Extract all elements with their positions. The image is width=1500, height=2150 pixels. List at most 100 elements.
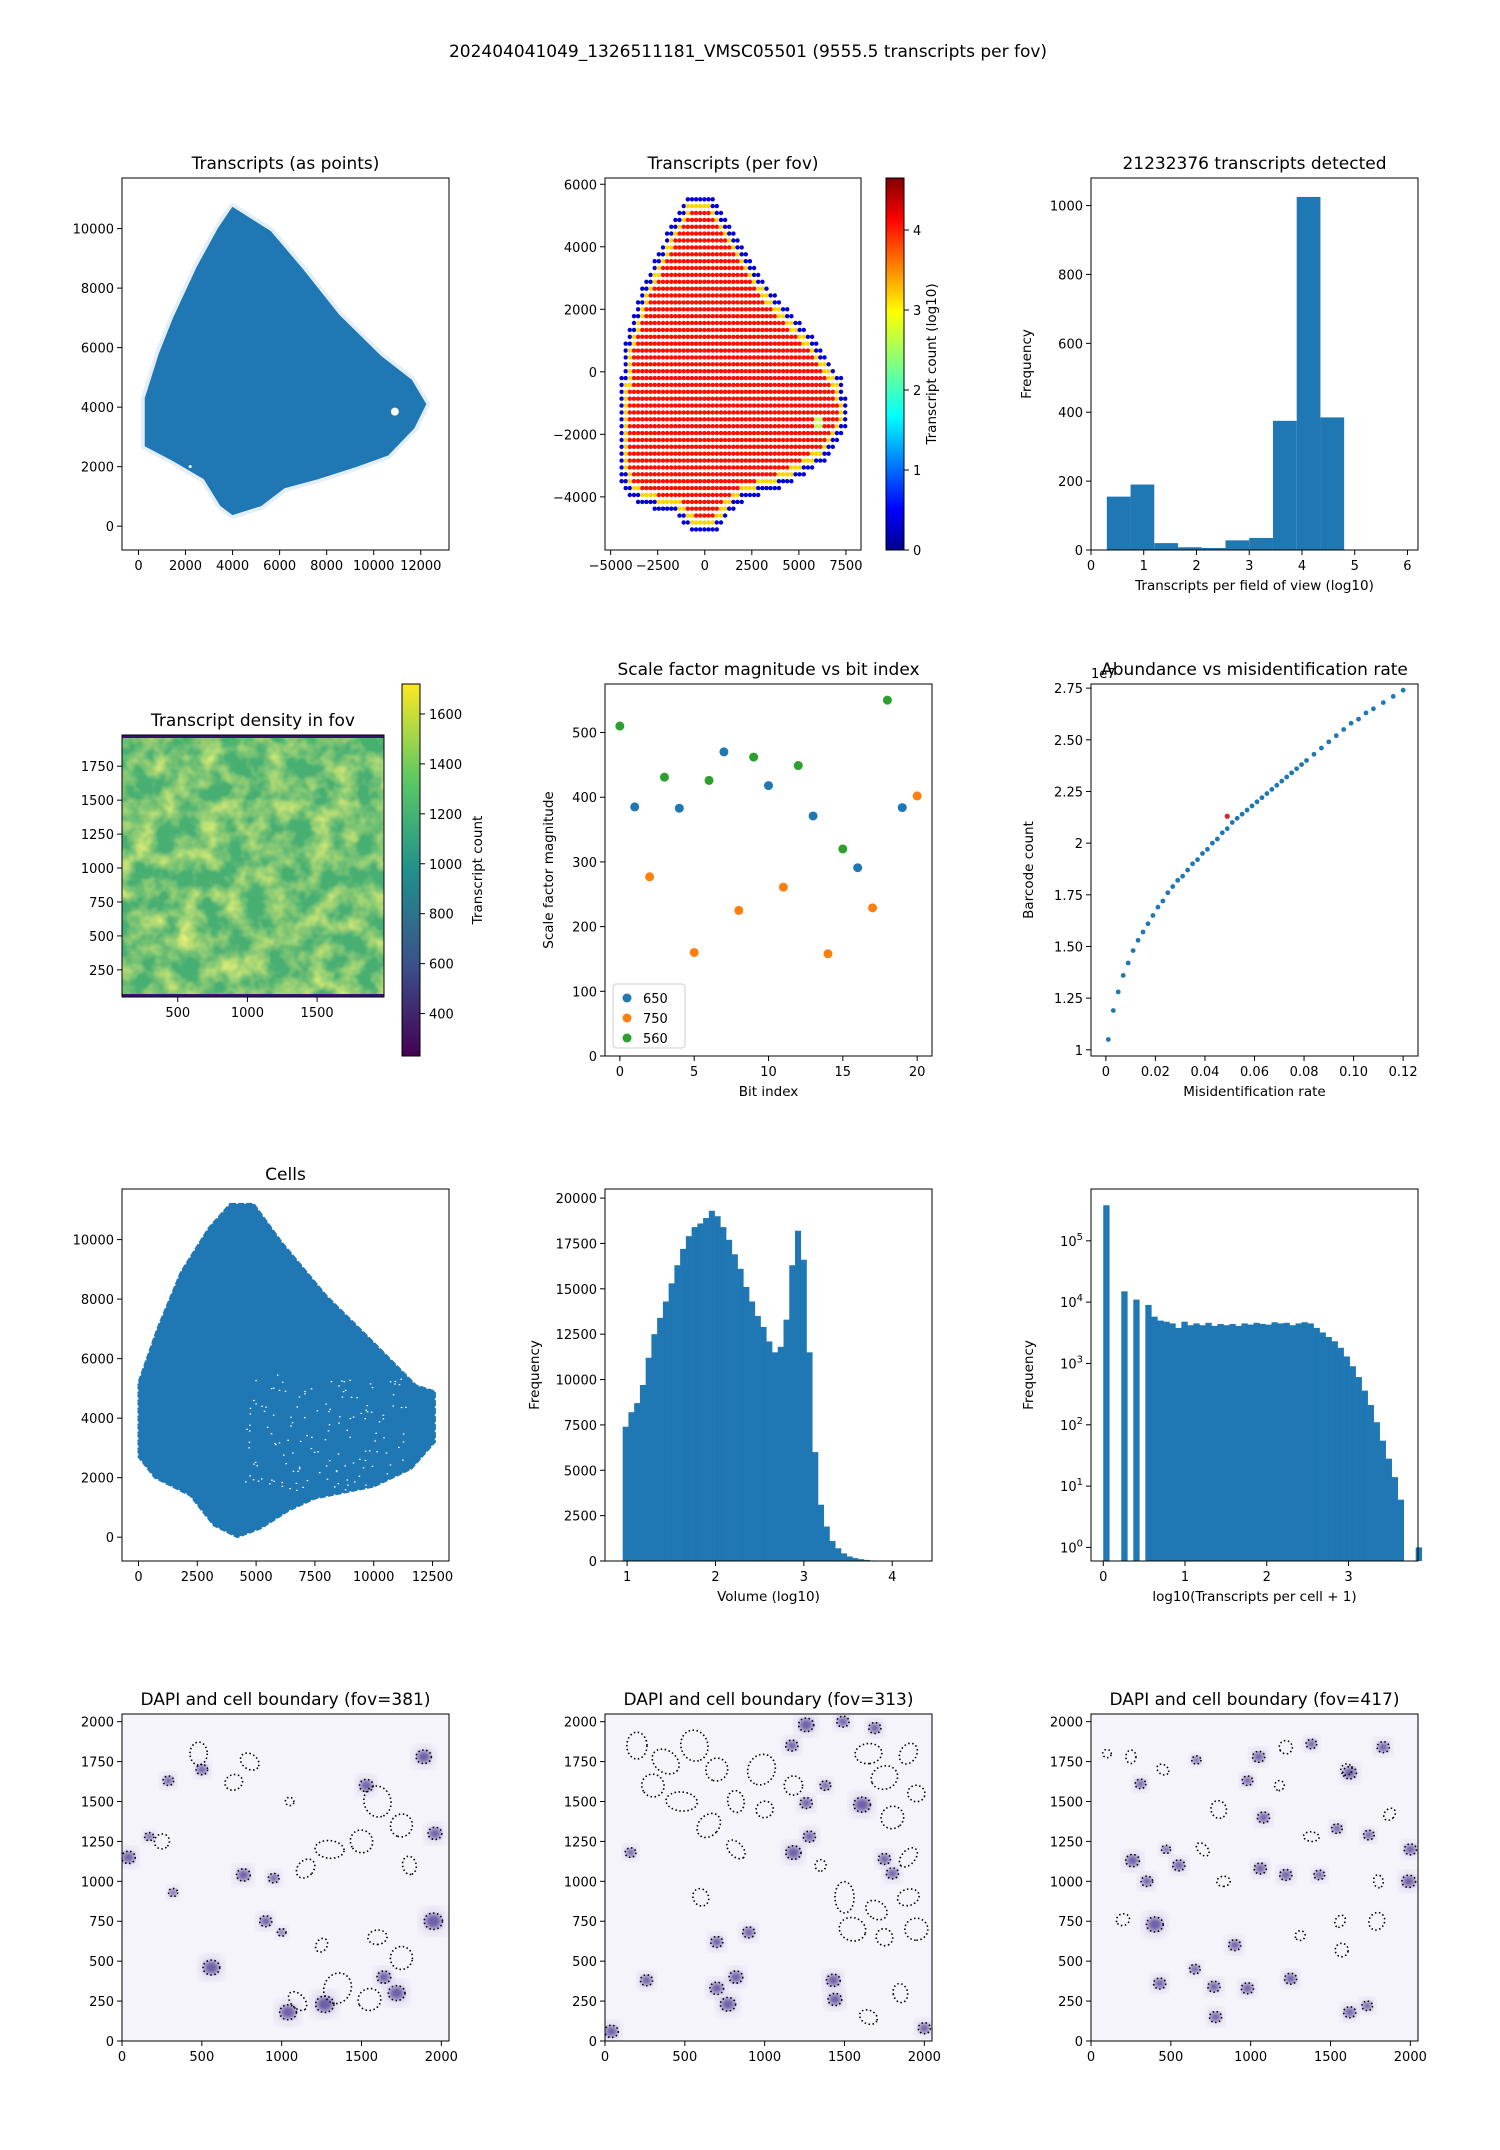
cell-boundary [1340, 1763, 1353, 1776]
fov-point [669, 307, 674, 312]
fov-point [710, 465, 715, 470]
fov-point [706, 369, 711, 374]
fov-point [805, 355, 811, 360]
scatter-point [1279, 778, 1285, 784]
cell-boundary [1253, 1862, 1268, 1875]
fov-point [710, 451, 715, 456]
cell-gap [392, 1405, 395, 1407]
fov-point [652, 403, 657, 408]
fov-point [693, 217, 699, 223]
fov-point [640, 307, 645, 312]
cell-boundary [367, 1929, 388, 1946]
cell-boundary [1210, 1799, 1228, 1820]
fov-point [644, 286, 649, 291]
fov-point [714, 362, 719, 367]
fov-point [669, 348, 674, 353]
fov-point [677, 259, 682, 264]
fov-point [693, 355, 699, 360]
fov-point [772, 424, 777, 429]
fov-point [656, 265, 661, 271]
fov-point [718, 279, 724, 284]
cell-gap [402, 1459, 404, 1461]
fov-point [673, 389, 678, 394]
fov-point [793, 458, 798, 463]
fov-point [814, 375, 819, 381]
fov-point [747, 355, 753, 360]
fov-point [698, 520, 703, 525]
histogram-bar [1373, 1422, 1380, 1561]
histogram-bar [749, 1301, 756, 1561]
fov-point [772, 451, 777, 456]
fov-point [785, 348, 790, 353]
fov-point [698, 369, 703, 374]
fov-point [718, 259, 724, 264]
fov-point [739, 437, 744, 443]
fov-point [710, 424, 715, 429]
cell-gap [382, 1418, 385, 1420]
fov-point [793, 437, 798, 443]
fov-point [739, 265, 744, 271]
fov-point [772, 382, 777, 388]
nucleus [1253, 1752, 1265, 1762]
fov-point [797, 327, 802, 333]
fov-point [727, 444, 732, 449]
fov-point [689, 210, 695, 216]
fov-point [822, 389, 827, 394]
fov-point [669, 458, 674, 463]
fov-point [814, 424, 819, 429]
fov-point [669, 293, 674, 298]
cell-gap [364, 1418, 367, 1420]
fov-point [830, 396, 835, 401]
fov-point [722, 472, 728, 477]
fov-point [743, 375, 748, 381]
fov-point [809, 465, 815, 470]
fov-point [756, 286, 761, 291]
scatter-point [1348, 720, 1354, 726]
fov-point [710, 252, 715, 257]
fov-point [685, 252, 690, 257]
colorbar-tick-label: 600 [429, 958, 454, 973]
fov-point [656, 492, 661, 498]
histogram-bar [795, 1230, 802, 1561]
fov-point [772, 389, 777, 394]
fov-point [648, 410, 653, 415]
fov-point [772, 472, 777, 477]
fov-point [756, 465, 761, 470]
x-tick-label: 1000 [231, 1006, 264, 1021]
fov-point [722, 231, 728, 236]
fov-point [743, 479, 748, 484]
fov-point [677, 224, 682, 229]
fov-point [818, 451, 823, 456]
fov-point [727, 375, 732, 381]
fov-point [681, 334, 686, 339]
fov-point [702, 300, 707, 305]
fov-point [838, 389, 844, 394]
colorbar-tick-label: 1 [913, 464, 921, 479]
fov-point [722, 238, 728, 243]
fov-point [714, 479, 719, 484]
fov-point [735, 444, 740, 449]
fov-point [735, 327, 740, 333]
fov-point [644, 465, 649, 470]
fov-point [702, 437, 707, 443]
x-tick-label: 1000 [1234, 2050, 1267, 2065]
fov-point [693, 389, 699, 394]
scatter-point [1244, 807, 1250, 813]
fov-point [838, 403, 844, 408]
fov-point [772, 369, 777, 374]
fov-point [814, 451, 819, 456]
fov-point [677, 389, 682, 394]
fov-point [631, 444, 637, 449]
fov-point [722, 307, 728, 312]
fov-point [673, 265, 678, 271]
fov-point [706, 197, 711, 202]
fov-point [764, 293, 769, 298]
fov-point [656, 424, 661, 429]
fov-point [681, 451, 686, 456]
x-tick-label: −5000 [589, 559, 633, 574]
cell-gap [254, 1461, 257, 1463]
fov-point [722, 410, 728, 415]
histogram-bar [800, 1259, 807, 1561]
fov-point [722, 355, 728, 360]
